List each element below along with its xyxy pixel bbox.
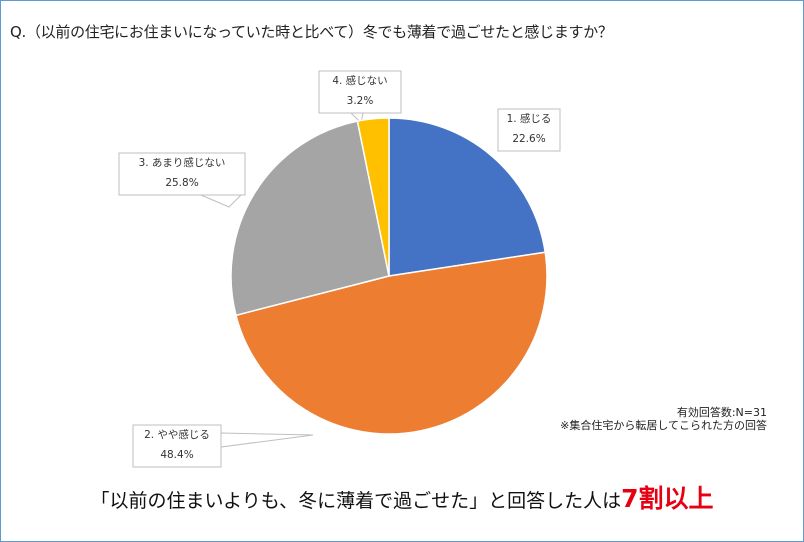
- label-4-category: 4. 感じない: [332, 75, 388, 87]
- label-1: 1. 感じる 22.6%: [498, 109, 560, 149]
- label-pointer-2: [220, 432, 314, 448]
- label-box-1: [497, 108, 561, 152]
- sample-size: 有効回答数:N=31: [676, 406, 767, 419]
- label-4-value: 3.2%: [346, 95, 374, 107]
- label-3-category: 3. あまり感じない: [138, 157, 226, 169]
- conclusion-highlight: 7割以上: [621, 484, 714, 513]
- label-3: 3. あまり感じない 25.8%: [119, 153, 245, 193]
- label-box-2: [132, 424, 222, 468]
- label-4: 4. 感じない 3.2%: [319, 71, 401, 111]
- chart-title: Q.（以前の住宅にお住まいになっていた時と比べて）冬でも薄着で過ごせたと感じます…: [10, 23, 613, 41]
- conclusion-text: 「以前の住まいよりも、冬に薄着で過ごせた」と回答した人は: [90, 490, 622, 512]
- sample-note: 有効回答数:N=31 ※集合住宅から転居してこられた方の回答: [560, 406, 767, 432]
- label-box-4: [318, 70, 402, 114]
- label-2-value: 48.4%: [160, 449, 194, 461]
- conclusion: 「以前の住まいよりも、冬に薄着で過ごせた」と回答した人は7割以上: [1, 479, 803, 515]
- pie-slice-2: [235, 251, 548, 435]
- label-2: 2. やや感じる 48.4%: [133, 425, 221, 465]
- label-1-category: 1. 感じる: [506, 113, 552, 125]
- label-3-value: 25.8%: [165, 177, 199, 189]
- label-2-category: 2. やや感じる: [144, 429, 210, 441]
- pie-slice-4: [356, 117, 390, 277]
- pie-slice-3: [230, 120, 390, 317]
- label-box-3: [118, 152, 246, 196]
- label-1-value: 22.6%: [512, 133, 546, 145]
- pie-slice-1: [388, 117, 547, 277]
- sample-scope: ※集合住宅から転居してこられた方の回答: [560, 419, 767, 432]
- label-pointer-3: [200, 194, 243, 208]
